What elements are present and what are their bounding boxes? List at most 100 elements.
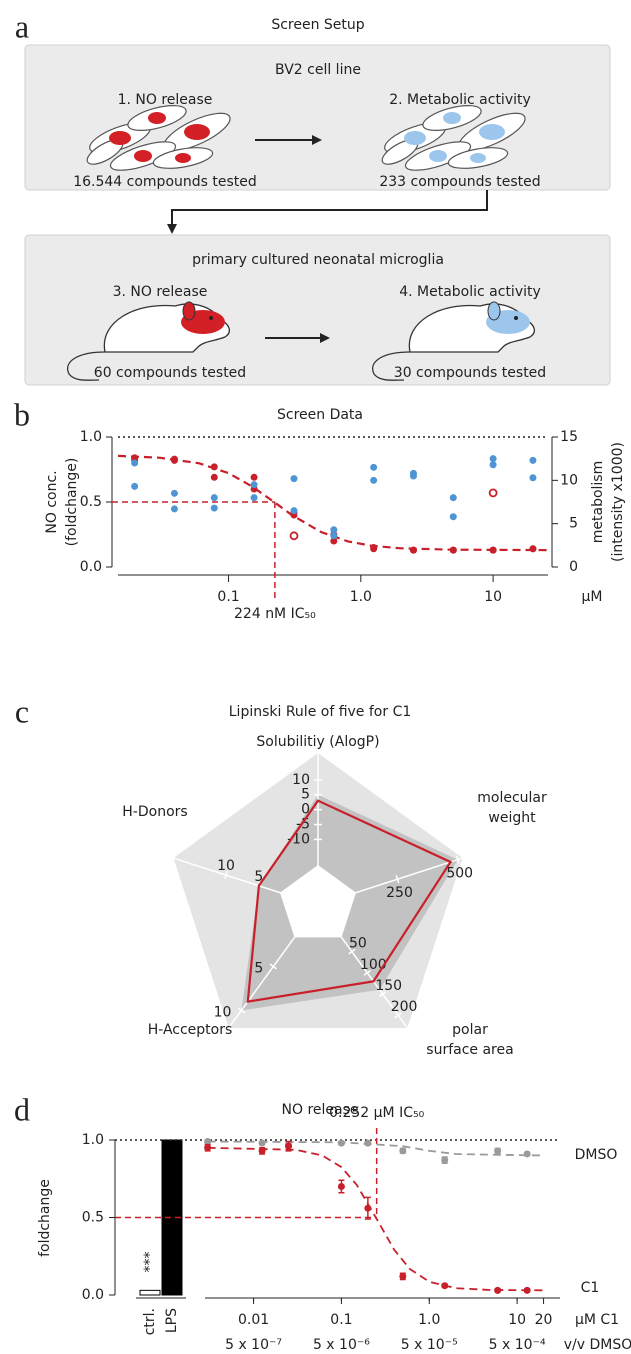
radar-axis — [317, 904, 408, 1029]
fit-curve — [207, 1140, 544, 1157]
radar-tick — [363, 969, 371, 976]
y-tick-label: 0.0 — [82, 1287, 104, 1303]
mouse-eye — [514, 316, 518, 320]
connector — [171, 190, 488, 226]
radar-tick — [237, 1007, 246, 1014]
step-count: 16.544 compounds tested — [73, 174, 257, 190]
mouse-ear — [182, 301, 196, 321]
data-point — [250, 481, 258, 489]
mouse-ear — [487, 301, 501, 321]
data-point — [131, 482, 139, 490]
data-point — [170, 489, 178, 497]
data-point — [131, 459, 139, 467]
axis-label: H-Acceptors — [148, 1022, 233, 1038]
x2-tick-label: 5 x 10⁻⁷ — [225, 1337, 282, 1353]
step-label: 1. NO release — [118, 92, 213, 108]
chart-title: Lipinski Rule of five for C1 — [229, 704, 412, 720]
data-point — [489, 455, 497, 463]
x2-tick-label: 5 x 10⁻⁵ — [401, 1337, 458, 1353]
step-count: 233 compounds tested — [379, 174, 540, 190]
y2-tick-label: 15 — [560, 429, 578, 445]
radar-tick-label: 200 — [391, 999, 418, 1015]
y-axis-label: NO conc. — [44, 470, 60, 533]
radar-tick — [395, 875, 400, 884]
step-label: 4. Metabolic activity — [399, 284, 541, 300]
x-axis-label: µM — [582, 589, 603, 605]
cell-nucleus — [404, 131, 426, 145]
radar-tick — [224, 871, 228, 880]
panel-label: d — [14, 1091, 30, 1127]
x-tick-label: 1.0 — [350, 589, 372, 605]
data-point — [210, 473, 218, 481]
axis-label: weight — [488, 810, 536, 826]
axis-label: molecular — [477, 790, 547, 806]
cell-cluster — [86, 105, 231, 171]
radar-axis — [317, 857, 463, 906]
data-point — [258, 1147, 266, 1155]
data-point — [494, 1286, 502, 1294]
data-point — [330, 537, 338, 545]
data-point — [258, 1139, 266, 1147]
step-count: 30 compounds tested — [394, 365, 546, 381]
data-point — [290, 507, 298, 515]
data-point — [204, 1138, 212, 1146]
data-point — [250, 494, 258, 502]
step-count: 60 compounds tested — [94, 365, 246, 381]
data-point — [399, 1147, 407, 1155]
data-point — [370, 476, 378, 484]
y-tick-label: 1.0 — [82, 1132, 104, 1148]
diagram-title: Screen Setup — [271, 17, 364, 33]
mouse — [372, 301, 536, 381]
series-label: C1 — [581, 1280, 600, 1296]
data-point — [170, 456, 178, 464]
data-point — [204, 1144, 212, 1152]
data-point — [330, 526, 338, 534]
data-point — [370, 545, 378, 553]
data-point — [364, 1204, 372, 1212]
y-tick-label: 0.5 — [82, 1210, 104, 1226]
cell-nucleus — [134, 150, 152, 162]
data-point — [210, 494, 218, 502]
y2-axis-label: (intensity x1000) — [610, 442, 626, 562]
radar-tick-label: 5 — [301, 787, 310, 803]
data-point — [289, 531, 299, 541]
data-point — [489, 546, 497, 554]
cell-nucleus — [429, 150, 447, 162]
radar-tick-label: 150 — [375, 978, 402, 994]
y2-axis-label: metabolism — [590, 461, 606, 543]
mouse-eye — [209, 316, 213, 320]
data-point — [370, 463, 378, 471]
mouse — [67, 301, 231, 381]
panel-label: a — [15, 8, 29, 44]
data-point — [441, 1282, 449, 1290]
data-point — [364, 1139, 372, 1147]
x-tick-label: 20 — [535, 1312, 553, 1328]
data-point — [494, 1147, 502, 1155]
radar-tick-label: 5 — [254, 960, 263, 976]
mouse-tail — [372, 351, 411, 381]
x2-axis-label: v/v DMSO — [564, 1337, 631, 1353]
x-tick-label: 0.1 — [217, 589, 239, 605]
data-point — [250, 473, 258, 481]
x-tick-label: 10 — [484, 589, 502, 605]
cell-nucleus — [109, 131, 131, 145]
axis-label: H-Donors — [122, 804, 187, 820]
radar-tick — [394, 1012, 402, 1019]
arrow-head — [312, 135, 322, 145]
radar-tick-label: 10 — [292, 772, 310, 788]
panel-label: b — [14, 396, 30, 432]
radar-tick-label: 100 — [360, 957, 387, 973]
cell-nucleus — [175, 153, 191, 163]
arrow-head — [320, 333, 330, 343]
x2-tick-label: 5 x 10⁻⁴ — [489, 1337, 546, 1353]
box-title: primary cultured neonatal microglia — [192, 252, 444, 268]
axis-label: Solubilitiy (AlogP) — [256, 734, 379, 750]
data-point — [409, 546, 417, 554]
cell-nucleus — [443, 112, 461, 124]
y-axis-label: foldchange — [37, 1179, 53, 1257]
fit-curve — [207, 1146, 544, 1292]
step-label: 3. NO release — [113, 284, 208, 300]
radar-tick-label: 10 — [214, 1004, 232, 1020]
data-point — [210, 463, 218, 471]
